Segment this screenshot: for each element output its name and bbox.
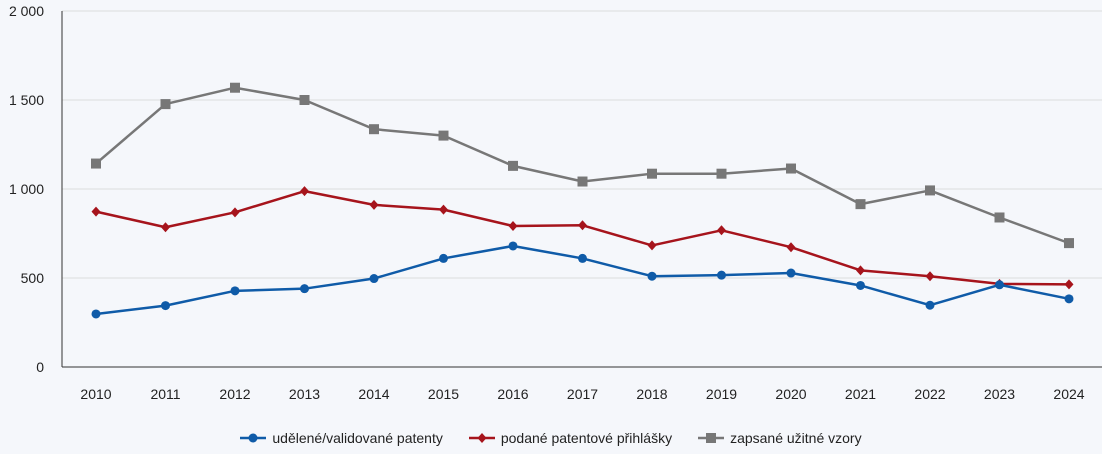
data-point [1064,279,1074,290]
series-0 [91,241,1074,319]
data-point [508,160,518,171]
x-tick-label: 2024 [1053,386,1084,402]
x-tick-label: 2010 [80,386,111,402]
series-line [95,86,1070,245]
legend-swatch [240,433,267,443]
legend-swatch [698,433,725,443]
line-chart: 0 500 1 000 1 500 2 000 2010 2011 2012 2013 2014… [9,3,1102,402]
data-point [508,241,518,251]
data-point [91,158,101,169]
data-point [856,265,865,276]
data-point [647,240,657,251]
legend-swatch [468,433,495,443]
data-point [230,286,240,296]
data-point [786,163,796,174]
data-point [91,206,101,217]
legend-label: zapsané užitné vzory [730,430,862,446]
data-point [647,168,657,179]
data-point [925,185,935,196]
data-point [994,212,1005,223]
legend: udělené/validované patenty podané patento… [0,430,1102,446]
data-point [369,199,379,210]
data-point [300,284,309,294]
data-point [438,130,449,141]
x-tick-label: 2018 [636,386,667,402]
series-line [95,189,1070,286]
data-point [856,280,865,290]
data-point [717,225,726,236]
data-point [439,253,448,263]
x-tick-label: 2012 [219,386,250,402]
x-tick-label: 2022 [914,386,945,402]
data-point [577,176,588,187]
data-point [508,221,518,232]
data-point [300,186,309,197]
y-axis: 0 500 1 000 1 500 2 000 [9,3,63,375]
data-point [578,220,587,231]
x-axis: 2010 2011 2012 2013 2014 2015 2016 2017 2018 2019… [62,366,1102,402]
gridlines [62,10,1102,279]
data-point [369,124,379,135]
x-tick-label: 2016 [497,386,528,402]
data-point [995,280,1004,290]
y-tick-label: 500 [21,270,45,286]
x-tick-label: 2011 [150,386,180,402]
series-1 [91,186,1074,290]
legend-label: podané patentové přihlášky [500,430,673,446]
data-point [786,242,796,253]
legend-marker [248,433,258,443]
legend-item: zapsané užitné vzory [698,430,862,446]
data-point [855,199,866,210]
data-point [925,300,935,310]
y-tick-label: 0 [36,359,44,375]
y-tick-label: 1 000 [9,181,44,197]
data-point [91,309,101,319]
series-group [91,82,1074,319]
legend-label: udělené/validované patenty [272,430,443,446]
y-tick-label: 2 000 [9,3,44,19]
data-point [439,204,448,215]
data-point [299,95,310,105]
x-tick-label: 2023 [984,386,1015,402]
data-point [578,253,587,263]
x-tick-label: 2017 [567,386,598,402]
x-tick-label: 2013 [289,386,320,402]
data-point [716,168,727,179]
x-tick-label: 2019 [706,386,737,402]
x-tick-label: 2015 [428,386,459,402]
x-tick-label: 2014 [358,386,389,402]
legend-marker [477,433,487,443]
legend-item: podané patentové přihlášky [468,430,673,446]
x-tick-label: 2020 [775,386,806,402]
data-point [786,268,796,278]
data-point [1064,238,1074,249]
data-point [230,82,240,93]
data-point [160,99,171,110]
data-point [161,222,170,233]
data-point [1064,294,1074,304]
data-point [230,207,240,218]
data-point [369,274,379,284]
x-tick-label: 2021 [845,386,876,402]
data-point [647,271,657,281]
data-point [925,271,935,282]
legend-item: udělené/validované patenty [240,430,443,446]
legend-marker [706,433,717,443]
data-point [161,301,170,311]
y-tick-label: 1 500 [9,92,44,108]
data-point [717,270,726,280]
series-2 [91,82,1074,249]
